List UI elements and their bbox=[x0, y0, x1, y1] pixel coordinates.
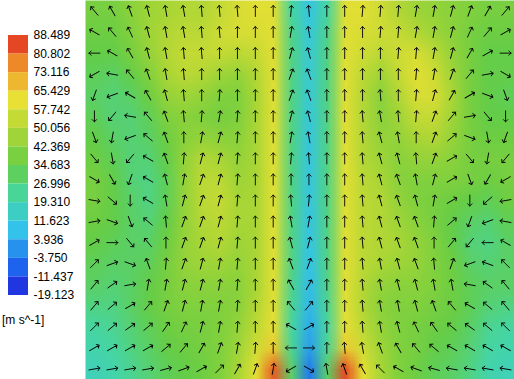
svg-text:42.369: 42.369 bbox=[34, 140, 71, 154]
svg-text:3.936: 3.936 bbox=[34, 233, 64, 247]
svg-text:65.429: 65.429 bbox=[34, 84, 71, 98]
svg-text:26.996: 26.996 bbox=[34, 177, 71, 191]
svg-text:-11.437: -11.437 bbox=[34, 270, 74, 284]
svg-text:80.802: 80.802 bbox=[34, 47, 71, 61]
svg-text:19.310: 19.310 bbox=[34, 195, 71, 209]
svg-text:-19.123: -19.123 bbox=[34, 288, 75, 302]
svg-text:73.116: 73.116 bbox=[34, 65, 70, 79]
svg-text:88.489: 88.489 bbox=[34, 28, 71, 42]
svg-text:57.742: 57.742 bbox=[34, 103, 71, 117]
svg-text:-3.750: -3.750 bbox=[34, 251, 68, 265]
svg-text:34.683: 34.683 bbox=[34, 158, 71, 172]
svg-text:11.623: 11.623 bbox=[34, 214, 70, 228]
svg-text:50.056: 50.056 bbox=[34, 121, 71, 135]
html-text:[m s^-1]: [m s^-1] bbox=[2, 313, 45, 327]
